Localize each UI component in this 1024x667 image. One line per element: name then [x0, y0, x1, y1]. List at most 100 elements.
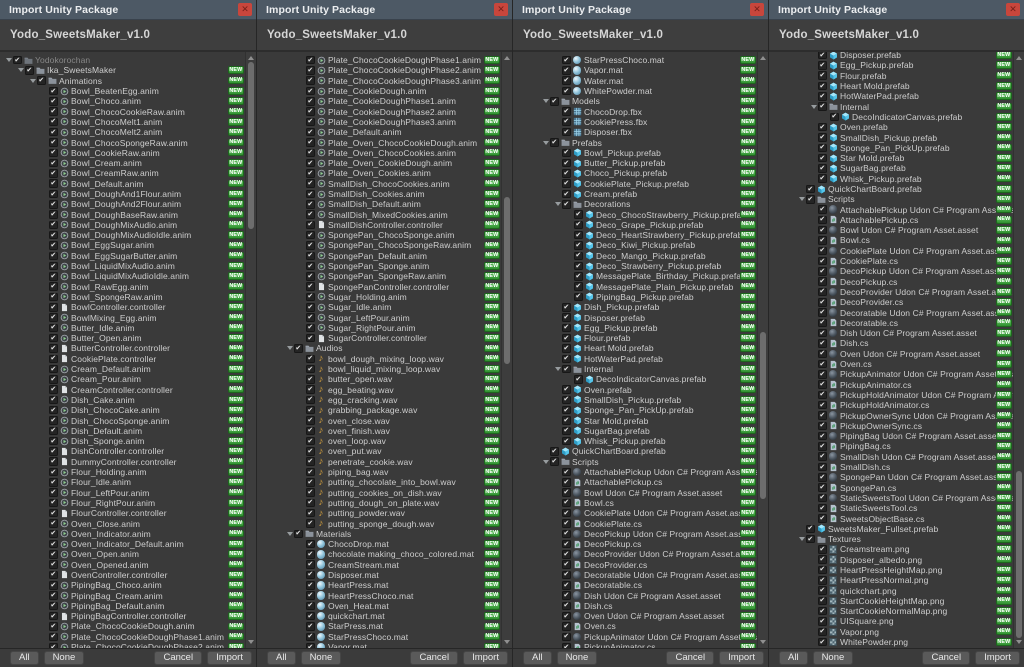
- tree-item[interactable]: ✔ SmallDish_ChocoCookies.anim NEW: [257, 179, 501, 189]
- tree-item[interactable]: ✔ HeartPressHeightMap.png NEW: [769, 565, 1013, 575]
- cancel-button[interactable]: Cancel: [154, 650, 203, 666]
- tree-item[interactable]: ✔ Heart Mold.prefab NEW: [769, 81, 1013, 91]
- tree-item[interactable]: ✔ CreamStream.mat NEW: [257, 560, 501, 570]
- tree-item[interactable]: ✔ Bowl_BeatenEgg.anim NEW: [0, 86, 245, 96]
- checkbox[interactable]: ✔: [818, 122, 827, 132]
- checkbox[interactable]: ✔: [306, 282, 315, 291]
- tree-item[interactable]: ✔ Bowl_SpongeRaw.anim NEW: [0, 292, 245, 302]
- tree-item[interactable]: ✔ # SweetsObjectBase.cs NEW: [769, 513, 1013, 524]
- checkbox[interactable]: ✔: [550, 97, 559, 106]
- checkbox[interactable]: ✔: [574, 292, 583, 302]
- checkbox[interactable]: ✔: [306, 581, 315, 590]
- checkbox[interactable]: ✔: [562, 385, 571, 394]
- tree-item[interactable]: ✔ Flour_RightPour.anim NEW: [0, 498, 245, 508]
- checkbox[interactable]: ✔: [49, 148, 58, 158]
- checkbox[interactable]: ✔: [562, 488, 571, 497]
- expander-arrow-icon[interactable]: [4, 55, 13, 65]
- checkbox[interactable]: ✔: [49, 241, 58, 250]
- checkbox[interactable]: ✔: [49, 333, 58, 343]
- checkbox[interactable]: ✔: [574, 272, 583, 281]
- tree-item[interactable]: ✔ Oven_Opened.anim NEW: [0, 560, 245, 570]
- tree-item[interactable]: ✔ StaticSweetsTool Udon C# Program Asset.…: [769, 493, 1013, 503]
- tree-item[interactable]: ✔ Oven.prefab NEW: [769, 122, 1013, 132]
- checkbox[interactable]: ✔: [562, 107, 571, 116]
- checkbox[interactable]: ✔: [818, 637, 827, 647]
- tree-item[interactable]: ✔ Plate_Default.anim NEW: [257, 127, 501, 137]
- close-button[interactable]: ✕: [494, 3, 508, 16]
- checkbox[interactable]: ✔: [49, 498, 58, 508]
- checkbox[interactable]: ✔: [306, 333, 315, 343]
- tree-item[interactable]: ✔ Cream.prefab NEW: [513, 189, 757, 199]
- tree-item[interactable]: ✔ AttachablePickup Udon C# Program Asset.…: [769, 204, 1013, 215]
- tree-item[interactable]: ✔ # DecoProvider.cs NEW: [769, 297, 1013, 307]
- checkbox[interactable]: ✔: [306, 467, 315, 477]
- tree-item[interactable]: ✔ Oven Udon C# Program Asset.asset NEW: [513, 611, 757, 621]
- tree-item[interactable]: ✔ Deco_Strawberry_Pickup.prefab NEW: [513, 261, 757, 271]
- tree-item[interactable]: ✔ Decoratable Udon C# Program Asset.asset…: [513, 570, 757, 580]
- checkbox[interactable]: ✔: [306, 457, 315, 466]
- checkbox[interactable]: ✔: [818, 92, 827, 101]
- checkbox[interactable]: ✔: [49, 127, 58, 137]
- tree-item[interactable]: ✔ StarPressChoco.mat NEW: [257, 632, 501, 642]
- checkbox[interactable]: ✔: [37, 76, 46, 85]
- checkbox[interactable]: ✔: [574, 241, 583, 250]
- checkbox[interactable]: ✔: [306, 158, 315, 168]
- tree-item[interactable]: ✔ SpongePan_Default.anim NEW: [257, 251, 501, 261]
- tree-item[interactable]: ✔PickupHoldAnimator Udon C# Program Asse…: [769, 390, 1013, 400]
- tree-item[interactable]: ✔ Yodokorochan: [0, 55, 245, 65]
- checkbox[interactable]: ✔: [806, 524, 815, 534]
- checkbox[interactable]: ✔: [818, 514, 827, 523]
- tree-item[interactable]: ✔ PickupAnimator Udon C# Program Asset.as…: [769, 369, 1013, 379]
- tree-item[interactable]: ✔ ♪ putting_chocolate_into_bowl.wav NEW: [257, 477, 501, 487]
- expander-arrow-icon[interactable]: [285, 529, 294, 539]
- checkbox[interactable]: ✔: [306, 375, 315, 384]
- tree-item[interactable]: ✔ ♪ penetrate_cookie.wav NEW: [257, 457, 501, 467]
- tree-item[interactable]: ✔ Plate_ChocoCookieDoughPhase2.anim NEW: [257, 65, 501, 75]
- tree-item[interactable]: ✔ Egg_Pickup.prefab NEW: [769, 60, 1013, 70]
- scrollbar[interactable]: [757, 52, 768, 648]
- none-button[interactable]: None: [43, 650, 85, 666]
- titlebar[interactable]: Import Unity Package ✕: [0, 0, 256, 20]
- tree-item[interactable]: ✔ # SmallDish.cs NEW: [769, 462, 1013, 472]
- checkbox[interactable]: ✔: [562, 405, 571, 415]
- cancel-button[interactable]: Cancel: [922, 650, 971, 666]
- checkbox[interactable]: ✔: [562, 591, 571, 600]
- tree-item[interactable]: ✔ Oven_Heat.mat NEW: [257, 601, 501, 611]
- checkbox[interactable]: ✔: [306, 261, 315, 271]
- checkbox[interactable]: ✔: [49, 303, 58, 312]
- tree-item[interactable]: ✔ Bowl_Choco.anim NEW: [0, 96, 245, 106]
- tree-item[interactable]: ✔ UISquare.png NEW: [769, 616, 1013, 626]
- tree-item[interactable]: ✔ PickupOwnerSync Udon C# Program Asset.a…: [769, 410, 1013, 421]
- tree-item[interactable]: ✔ Plate_CookieDoughPhase2.anim NEW: [257, 106, 501, 117]
- tree-item[interactable]: ✔ MessagePlate_Plain_Pickup.prefab NEW: [513, 282, 757, 292]
- checkbox[interactable]: ✔: [49, 117, 58, 127]
- tree-item[interactable]: ✔ Plate_Oven_ChocoCookies.anim NEW: [257, 148, 501, 158]
- checkbox[interactable]: ✔: [818, 205, 827, 214]
- tree-item[interactable]: ✔ # Decoratable.cs NEW: [513, 580, 757, 590]
- checkbox[interactable]: ✔: [49, 529, 58, 539]
- checkbox[interactable]: ✔: [49, 447, 58, 456]
- checkbox[interactable]: ✔: [49, 467, 58, 477]
- tree-item[interactable]: ✔ QuickChartBoard.prefab NEW: [769, 184, 1013, 194]
- tree-item[interactable]: ✔ Dish Udon C# Program Asset.asset NEW: [513, 590, 757, 601]
- tree-item[interactable]: ✔ Bowl_DoughAnd2Flour.anim NEW: [0, 199, 245, 209]
- tree-item[interactable]: ✔ Bowl_DoughMixAudioIdle.anim NEW: [0, 230, 245, 240]
- tree-item[interactable]: ✔ quickchart.mat NEW: [257, 611, 501, 621]
- checkbox[interactable]: ✔: [806, 534, 815, 544]
- expander-arrow-icon[interactable]: [809, 102, 818, 112]
- checkbox[interactable]: ✔: [306, 220, 315, 230]
- checkbox[interactable]: ✔: [818, 493, 827, 503]
- checkbox[interactable]: ✔: [562, 508, 571, 518]
- expander-arrow-icon[interactable]: [541, 138, 550, 148]
- checkbox[interactable]: ✔: [25, 66, 34, 75]
- checkbox[interactable]: ✔: [306, 447, 315, 456]
- tree-item[interactable]: ✔ CreamController.controller NEW: [0, 385, 245, 395]
- tree-item[interactable]: ✔ SmallDish_Pickup.prefab NEW: [513, 395, 757, 405]
- tree-item[interactable]: ✔ Plate_Oven_Cookies.anim NEW: [257, 168, 501, 178]
- tree-item[interactable]: ✔ Star Mold.prefab NEW: [513, 415, 757, 426]
- none-button[interactable]: None: [556, 650, 598, 666]
- checkbox[interactable]: ✔: [49, 622, 58, 631]
- tree-item[interactable]: ✔ Cream_Pour.anim NEW: [0, 374, 245, 384]
- checkbox[interactable]: ✔: [49, 210, 58, 219]
- checkbox[interactable]: ✔: [562, 200, 571, 209]
